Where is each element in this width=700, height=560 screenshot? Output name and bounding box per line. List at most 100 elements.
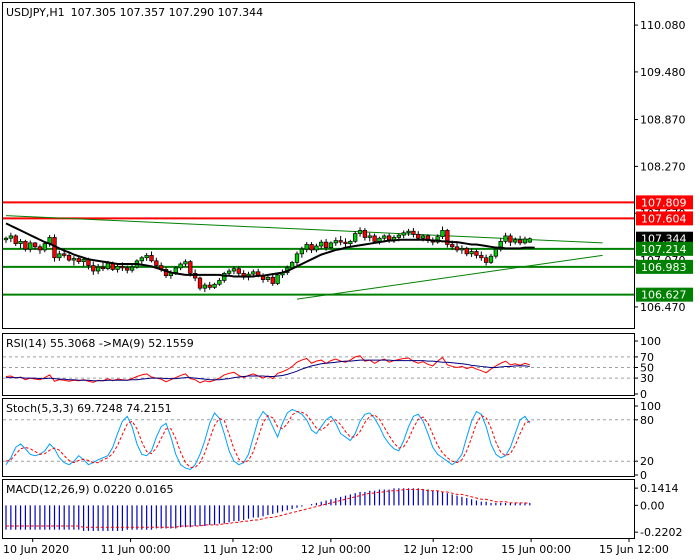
bull-candle [218,280,222,284]
bull-candle [184,262,188,264]
bear-candle [416,234,420,238]
stoch-label: Stoch(5,3,3) 69.7248 74.2151 [6,402,172,415]
bull-candle [4,238,8,240]
price-label-text: 107.604 [641,212,687,225]
indicator-axis-tick-label: 80 [640,414,654,427]
bull-candle [300,249,304,254]
ohlc-label: 107.305 107.357 107.290 107.344 [71,6,263,19]
bull-candle [222,273,226,280]
price-axis-tick-label: 110.080 [640,19,686,32]
time-axis-label: 15 Jun 12:00 [599,543,669,556]
bull-candle [252,272,256,274]
bull-candle [9,236,13,238]
bull-candle [441,230,445,236]
bull-candle [319,242,323,246]
price-axis-tick-label: 109.480 [640,66,686,79]
bear-candle [38,247,42,250]
bull-candle [528,239,532,242]
bear-candle [344,242,348,244]
bull-candle [523,239,527,243]
bull-candle [106,263,110,268]
bear-candle [509,236,513,242]
indicator-axis-tick-label: 30 [640,372,654,385]
bull-candle [232,269,236,271]
symbol-label: USDJPY,H1 [6,6,65,19]
bear-candle [92,266,96,271]
bull-candle [349,241,353,243]
bear-candle [14,236,18,244]
bear-candle [189,262,193,274]
indicator-axis-tick-label: 100 [640,335,661,348]
bear-candle [101,267,105,269]
bear-candle [155,261,159,266]
time-axis-label: 12 Jun 12:00 [403,543,473,556]
bear-candle [373,236,377,241]
bear-candle [271,277,275,283]
bear-candle [518,240,522,243]
bear-candle [33,243,37,247]
time-axis-label: 11 Jun 00:00 [101,543,171,556]
time-axis: 10 Jun 2020 11 Jun 00:00 11 Jun 12:00 12 Ju… [3,538,669,556]
bear-candle [24,241,28,249]
bull-candle [140,258,144,261]
bull-candle [378,238,382,241]
bull-candle [421,236,425,238]
bear-candle [455,247,459,250]
bull-candle [227,271,231,273]
price-label-text: 106.983 [641,261,687,274]
bull-candle [402,233,406,235]
bull-candle [329,243,333,248]
bear-candle [237,269,241,274]
bear-candle [67,255,71,260]
bull-candle [203,285,207,288]
bull-candle [58,254,62,258]
bull-candle [174,268,178,273]
bear-candle [62,254,66,256]
bull-candle [266,277,270,279]
bear-candle [480,255,484,257]
bear-candle [77,259,81,262]
bull-candle [276,275,280,284]
bull-candle [494,249,498,256]
symbol-ohlc-header: USDJPY,H1 107.305 107.357 107.290 107.344 [6,6,263,19]
time-axis-label: 11 Jun 12:00 [203,543,273,556]
bull-candle [43,244,47,250]
bull-candle [513,240,517,242]
bear-candle [125,268,129,270]
price-label-text: 106.627 [641,289,687,302]
bear-candle [310,244,314,249]
bull-candle [460,248,464,250]
indicator-axis-tick-label: 20 [640,455,654,468]
bull-candle [19,241,23,243]
bear-candle [121,266,125,268]
bear-candle [412,231,416,234]
bull-candle [130,267,134,270]
price-axis-tick-label: 106.470 [640,301,686,314]
bull-candle [145,255,149,257]
rsi-label: RSI(14) 55.3068 ->MA(9) 52.1559 [6,337,194,350]
indicator-axis-tick-label: 0 [640,469,647,482]
bull-candle [470,251,474,253]
bull-candle [315,246,319,250]
price-axis-tick-label: 108.270 [640,160,686,173]
bull-candle [28,243,32,249]
bull-candle [96,267,100,271]
bear-candle [465,248,469,253]
time-axis-label: 15 Jun 00:00 [501,543,571,556]
price-pane-frame [3,3,635,329]
bull-candle [72,259,76,261]
bull-candle [397,235,401,237]
bear-candle [484,258,488,263]
bull-candle [368,236,372,238]
time-axis-label: 10 Jun 2020 [3,543,69,556]
price-axis-tick-label: 108.870 [640,114,686,127]
bull-candle [305,244,309,249]
bull-candle [383,236,387,238]
bull-candle [82,259,86,261]
bear-candle [387,236,391,240]
price-label-text: 107.809 [641,196,687,209]
bull-candle [504,236,508,241]
bull-candle [358,230,362,233]
macd-label: MACD(12,26,9) 0.0220 0.0165 [6,483,174,496]
